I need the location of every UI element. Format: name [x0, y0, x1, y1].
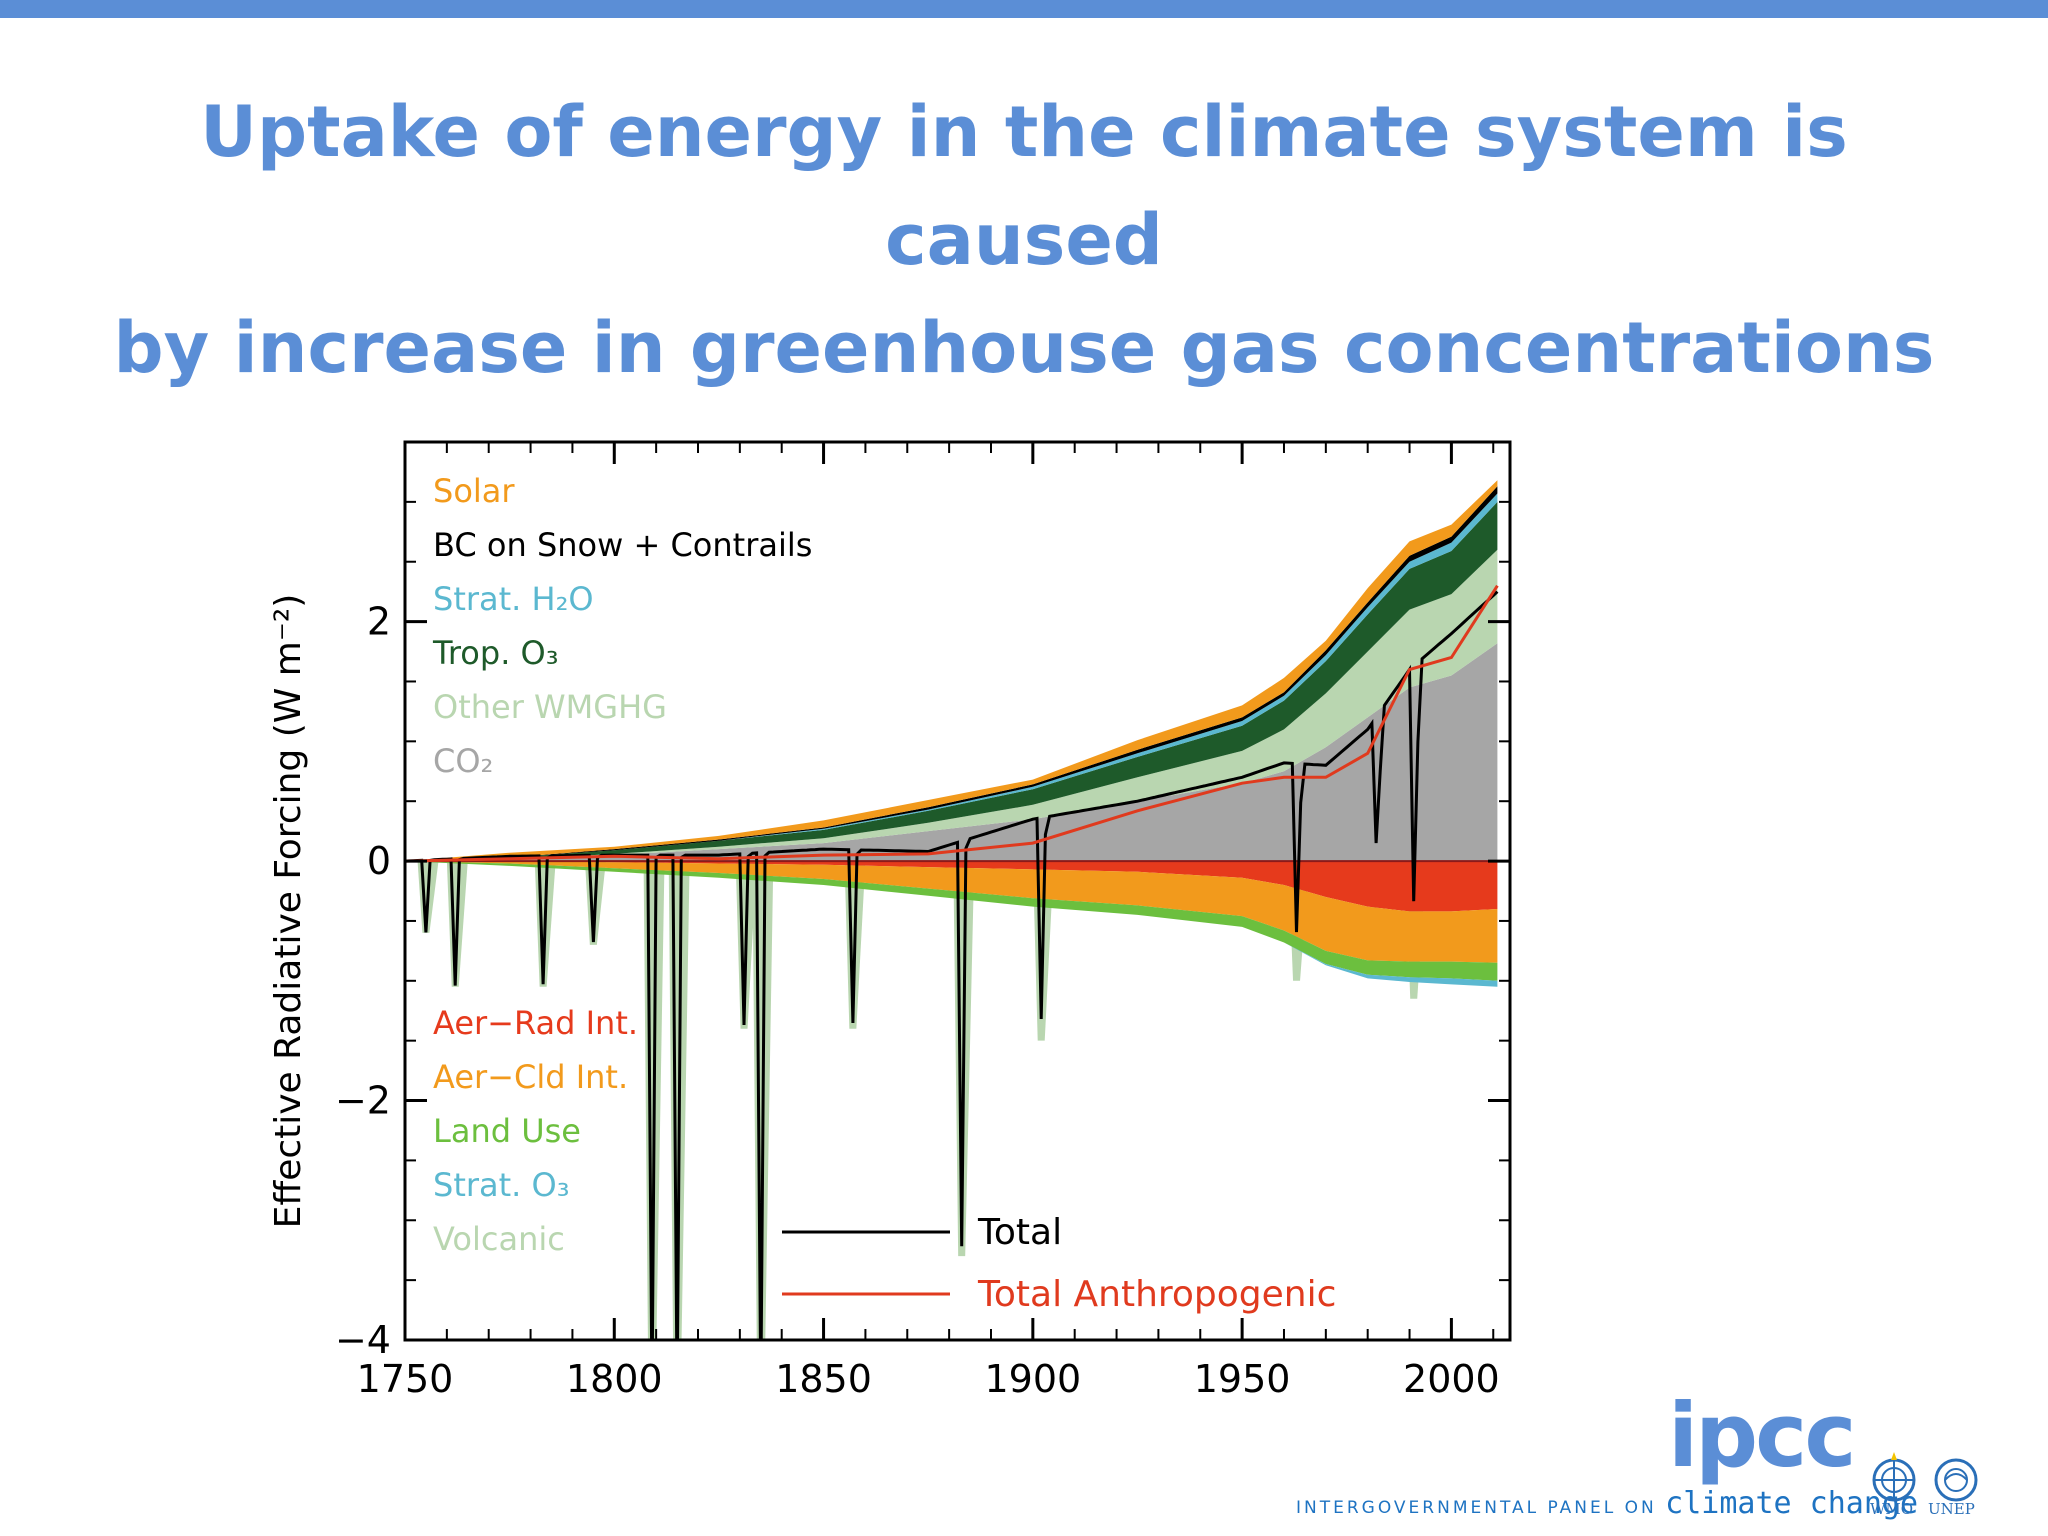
ipcc-caption-prefix: INTERGOVERNMENTAL PANEL ON — [1296, 1498, 1657, 1518]
legend-negative-item-0: Aer−Rad Int. — [433, 1004, 638, 1042]
negative-area-2 — [405, 861, 1498, 981]
legend-negative-item-4: Volcanic — [433, 1220, 565, 1258]
legend-positive-item-3: Trop. O₃ — [432, 634, 559, 672]
legend-positive-item-5: CO₂ — [433, 742, 493, 780]
x-tick-label-1: 1800 — [566, 1357, 663, 1401]
slide-title-line1: Uptake of energy in the climate system i… — [200, 91, 1848, 281]
ipcc-logo: ipcc — [1668, 1384, 1856, 1487]
top-accent-bar — [0, 0, 2048, 18]
plot-area — [405, 480, 1510, 1340]
total-anthropogenic-line — [405, 584, 1499, 863]
legend-positive-item-0: Solar — [433, 472, 515, 510]
plot-frame — [403, 440, 1512, 1342]
unep-emblem-icon — [1934, 1458, 1978, 1502]
y-tick-label-3: 2 — [367, 600, 391, 644]
y-tick-label-0: −4 — [335, 1318, 391, 1362]
legend-line-label-0: Total — [977, 1212, 1062, 1253]
legend-line-label-1: Total Anthropogenic — [977, 1274, 1336, 1315]
slide-title-line2: by increase in greenhouse gas concentrat… — [113, 307, 1935, 389]
ipcc-caption: INTERGOVERNMENTAL PANEL ON climate chang… — [1296, 1486, 1918, 1521]
legend-positive-item-2: Strat. H₂O — [433, 580, 594, 618]
legend-negative-item-2: Land Use — [433, 1112, 581, 1150]
unep-label: UNEP — [1928, 1500, 1975, 1518]
slide-title: Uptake of energy in the climate system i… — [60, 78, 1988, 402]
wmo-emblem-icon — [1872, 1452, 1916, 1502]
negative-area-1 — [405, 861, 1498, 963]
x-tick-label-0: 1750 — [357, 1357, 454, 1401]
legend-positive-item-4: Other WMGHG — [433, 688, 667, 726]
total-line — [405, 590, 1499, 1340]
ipcc-caption-suffix: climate change — [1665, 1486, 1919, 1521]
y-tick-label-1: −2 — [335, 1079, 391, 1123]
negative-area-0 — [405, 861, 1498, 912]
legend-negative-item-1: Aer−Cld Int. — [433, 1058, 628, 1096]
wmo-label: WMO — [1870, 1500, 1914, 1518]
legend-negative-item-3: Strat. O₃ — [433, 1166, 570, 1204]
x-tick-label-4: 1950 — [1194, 1357, 1291, 1401]
positive-area-0 — [405, 643, 1498, 862]
positive-area-1 — [405, 549, 1498, 862]
y-axis-label: Effective Radiative Forcing (W m⁻²) — [268, 594, 309, 1229]
x-tick-label-3: 1900 — [984, 1357, 1081, 1401]
legend-positive-item-1: BC on Snow + Contrails — [433, 526, 812, 564]
y-tick-label-2: 0 — [367, 839, 391, 883]
x-tick-label-2: 1850 — [775, 1357, 872, 1401]
x-tick-label-5: 2000 — [1403, 1357, 1500, 1401]
